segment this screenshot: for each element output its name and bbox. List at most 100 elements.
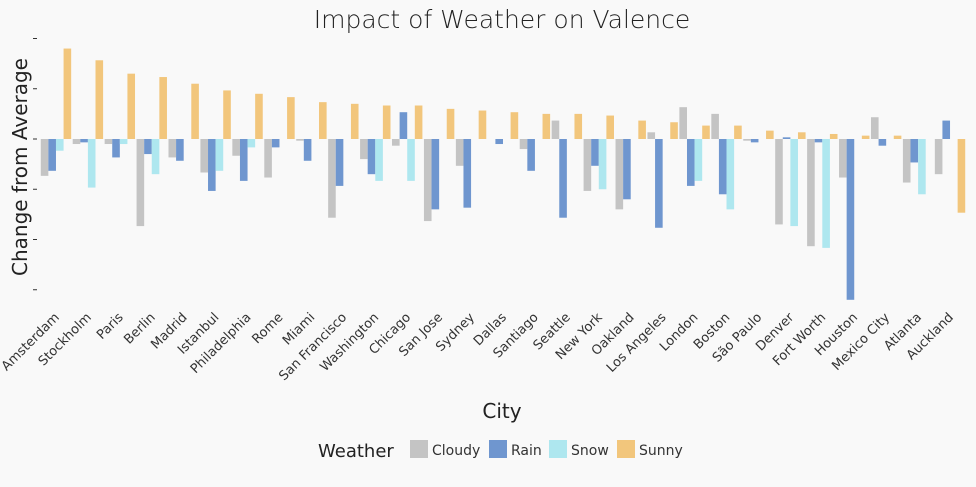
bar-rain-24: [814, 139, 823, 143]
bar-sunny-1: [95, 60, 104, 139]
bar-sunny-15: [542, 113, 551, 140]
legend-label-snow: Snow: [571, 443, 609, 459]
bar-cloudy-28: [934, 139, 943, 175]
bar-sunny-16: [574, 113, 583, 140]
bar-rain-16: [559, 139, 567, 218]
bar-snow-3: [151, 139, 160, 175]
bar-cloudy-17: [583, 139, 592, 191]
bar-rain-10: [367, 139, 376, 175]
bar-sunny-13: [478, 110, 487, 139]
legend-label-cloudy: Cloudy: [432, 443, 480, 459]
bar-rain-7: [271, 139, 280, 148]
legend-label-rain: Rain: [511, 443, 542, 459]
bar-cloudy-5: [200, 139, 209, 173]
legend-label-sunny: Sunny: [639, 443, 683, 459]
bar-rain-2: [112, 139, 120, 158]
bar-cloudy-23: [775, 139, 783, 225]
bar-rain-20: [686, 139, 695, 186]
bar-sunny-8: [319, 102, 327, 139]
bar-sunny-3: [159, 77, 167, 139]
bar-snow-27: [918, 139, 926, 195]
legend-title: Weather: [318, 441, 394, 462]
bar-cloudy-9: [328, 139, 336, 218]
bar-sunny-25: [861, 135, 870, 139]
bar-cloudy-8: [296, 139, 304, 141]
bar-cloudy-16: [551, 120, 560, 139]
bar-sunny-12: [446, 108, 455, 139]
bar-sunny-26: [893, 135, 902, 139]
bar-rain-11: [399, 112, 408, 139]
bar-snow-24: [822, 139, 830, 248]
bar-sunny-11: [414, 105, 423, 139]
legend-swatch-snow: [549, 440, 567, 458]
bar-sunny-20: [702, 125, 710, 139]
legend: Weather Cloudy Rain Snow Sunny: [318, 440, 683, 462]
bar-cloudy-0: [40, 139, 49, 176]
bar-cloudy-18: [615, 139, 624, 210]
bar-rain-26: [878, 139, 887, 146]
bar-rain-0: [48, 139, 56, 171]
bar-snow-0: [55, 139, 64, 151]
bar-rain-25: [846, 139, 855, 300]
bar-sunny-22: [766, 130, 774, 140]
bar-cloudy-6: [232, 139, 240, 156]
x-axis-title: City: [482, 399, 521, 423]
bar-rain-15: [527, 139, 535, 171]
bar-snow-1: [87, 139, 96, 188]
legend-swatch-cloudy: [410, 440, 428, 458]
bars-group: [40, 48, 966, 300]
bar-cloudy-4: [168, 139, 177, 158]
bar-cloudy-2: [104, 139, 113, 145]
bar-cloudy-20: [679, 107, 687, 139]
bar-snow-2: [119, 139, 128, 145]
bar-cloudy-11: [392, 139, 400, 146]
bar-rain-22: [750, 139, 759, 143]
bar-sunny-19: [670, 122, 678, 139]
bar-rain-19: [655, 139, 663, 228]
bar-cloudy-1: [72, 139, 81, 145]
bar-sunny-10: [382, 105, 391, 139]
bar-cloudy-25: [839, 139, 847, 178]
bar-cloudy-24: [807, 139, 815, 247]
bar-cloudy-22: [743, 139, 751, 141]
bar-snow-17: [598, 139, 607, 190]
bar-rain-1: [80, 139, 88, 143]
bar-sunny-23: [797, 132, 806, 139]
bar-sunny-18: [638, 120, 646, 139]
bar-rain-27: [910, 139, 919, 163]
bar-cloudy-15: [519, 139, 528, 150]
bar-cloudy-10: [360, 139, 368, 160]
bar-rain-3: [144, 139, 152, 155]
bar-sunny-14: [510, 112, 519, 139]
bar-snow-5: [215, 139, 224, 171]
bar-sunny-7: [287, 97, 295, 140]
bar-rain-28: [942, 120, 951, 139]
bar-sunny-5: [223, 90, 231, 139]
bar-rain-9: [335, 139, 344, 186]
bar-rain-21: [718, 139, 727, 195]
bar-sunny-4: [191, 83, 199, 139]
bar-sunny-21: [734, 125, 742, 139]
legend-swatch-sunny: [617, 440, 635, 458]
bar-rain-17: [591, 139, 599, 166]
y-axis-ticks: [33, 38, 37, 291]
bar-sunny-9: [350, 103, 359, 139]
bar-rain-8: [303, 139, 312, 161]
y-axis-title: Change from Average: [8, 58, 32, 276]
bar-snow-21: [726, 139, 735, 210]
bar-cloudy-27: [902, 139, 911, 183]
bar-cloudy-19: [647, 132, 656, 139]
bar-sunny-0: [63, 48, 72, 139]
bar-rain-4: [176, 139, 184, 161]
bar-cloudy-21: [711, 113, 719, 140]
chart-title: Impact of Weather on Valence: [314, 5, 691, 34]
bar-cloudy-26: [870, 117, 879, 139]
bar-rain-18: [623, 139, 631, 200]
bar-sunny-17: [606, 115, 614, 139]
bar-snow-10: [375, 139, 383, 181]
legend-items: Cloudy Rain Snow Sunny: [410, 440, 683, 459]
bar-snow-20: [694, 139, 703, 181]
bar-rain-12: [431, 139, 440, 210]
